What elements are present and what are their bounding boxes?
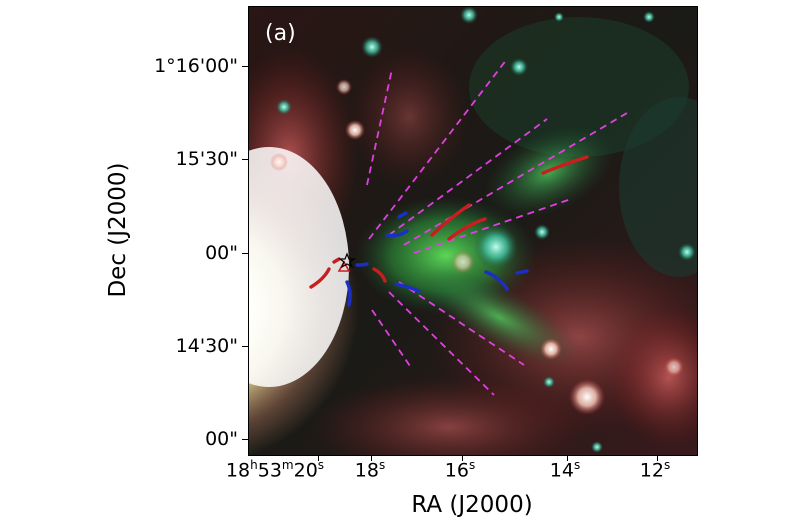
y-axis-label: Dec (J2000): [105, 162, 131, 298]
blue-segments: [345, 211, 529, 307]
dashed-lines: [366, 58, 628, 396]
y-tick-mark: [242, 346, 248, 347]
x-tick-mark: [371, 455, 372, 461]
star-icon: [338, 252, 356, 269]
red-segments: [309, 155, 589, 289]
x-tick-label: 14s: [549, 458, 581, 482]
y-tick-mark: [242, 253, 248, 254]
y-tick-label: 14'30": [175, 335, 238, 357]
x-tick-label: 16s: [444, 458, 476, 482]
x-axis-label: RA (J2000): [411, 492, 533, 518]
x-tick-label: 18s: [354, 458, 386, 482]
y-tick-label: 1°16'00": [154, 55, 238, 77]
astronomical-image-panel: (a): [248, 6, 698, 456]
x-tick-label-first: 18h53m20s: [225, 458, 325, 482]
y-tick-label: 00": [205, 428, 238, 450]
x-tick-label: 12s: [639, 458, 671, 482]
y-tick-mark: [242, 159, 248, 160]
x-tick-mark: [567, 455, 568, 461]
y-tick-mark: [242, 66, 248, 67]
x-tick-mark: [657, 455, 658, 461]
x-tick-mark: [318, 455, 319, 461]
composite-image: [249, 7, 697, 455]
triangle-icon: [337, 260, 351, 272]
y-tick-label: 00": [205, 242, 238, 264]
x-tick-mark: [462, 455, 463, 461]
y-tick-label: 15'30": [175, 148, 238, 170]
panel-label: (a): [265, 21, 296, 46]
y-tick-mark: [242, 439, 248, 440]
